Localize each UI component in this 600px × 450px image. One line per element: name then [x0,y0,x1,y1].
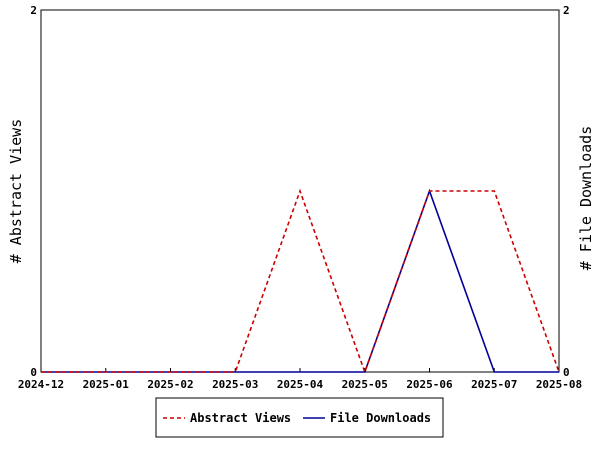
x-tick-label: 2025-04 [277,378,324,391]
x-tick-label: 2025-07 [471,378,517,391]
x-tick-label: 2025-06 [406,378,453,391]
x-tick-label: 2025-03 [212,378,258,391]
y-left-tick-label: 2 [30,4,37,17]
y-right-tick-label: 0 [563,366,570,379]
x-tick-label: 2025-01 [83,378,130,391]
x-tick-label: 2025-08 [536,378,582,391]
legend-label-file-downloads: File Downloads [330,411,431,425]
y-axis-left-title: # Abstract Views [7,119,25,264]
y-axis-right-title: # File Downloads [577,126,595,271]
series-line-abstract-views [41,188,560,375]
legend-label-abstract-views: Abstract Views [190,411,291,425]
series-layer [41,188,560,375]
x-tick-label: 2025-02 [147,378,193,391]
y-left-tick-label: 0 [30,366,37,379]
legend-box [155,397,444,438]
x-axis: 2024-12 2025-01 2025-02 2025-03 2025-04 2025-… [18,368,582,391]
y-right-tick-label: 2 [563,4,570,17]
legend: Abstract Views File Downloads [155,397,444,438]
x-tick-label: 2024-12 [18,378,64,391]
x-tick-label: 2025-05 [342,378,388,391]
